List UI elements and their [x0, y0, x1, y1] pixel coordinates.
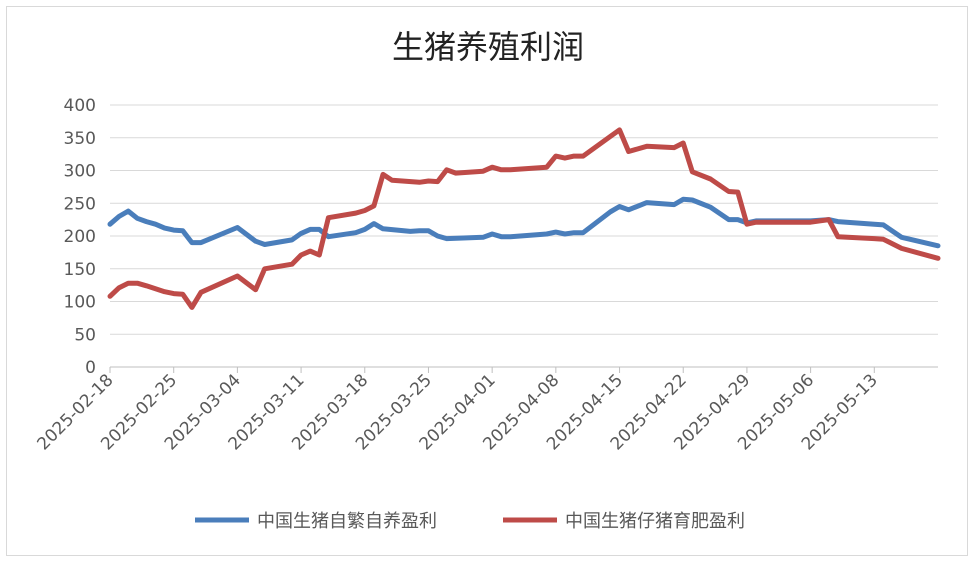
chart-title: 生猪养殖利润 [391, 28, 584, 66]
series-line-1 [107, 196, 941, 249]
series-line-2 [107, 127, 941, 310]
y-tick-label: 250 [64, 194, 96, 214]
y-tick-label: 400 [64, 96, 96, 116]
y-tick-label: 50 [74, 325, 96, 345]
y-tick-label: 300 [64, 162, 96, 182]
y-tick-label: 0 [85, 358, 96, 378]
y-axis: 0 50 100 150 200 250 300 350 400 [64, 96, 96, 378]
legend-label-1: 中国生猪自繁自养盈利 [257, 511, 437, 532]
x-axis: 2025-02-182025-02-252025-03-042025-03-11… [34, 367, 882, 454]
y-tick-label: 150 [64, 260, 96, 280]
chart-frame [6, 6, 968, 556]
y-tick-label: 200 [64, 227, 96, 247]
legend-label-2: 中国生猪仔猪育肥盈利 [565, 511, 745, 532]
y-tick-label: 350 [64, 129, 96, 149]
legend: 中国生猪自繁自养盈利 中国生猪仔猪育肥盈利 [195, 511, 745, 532]
y-tick-label: 100 [64, 293, 96, 313]
plot-series [107, 127, 941, 310]
